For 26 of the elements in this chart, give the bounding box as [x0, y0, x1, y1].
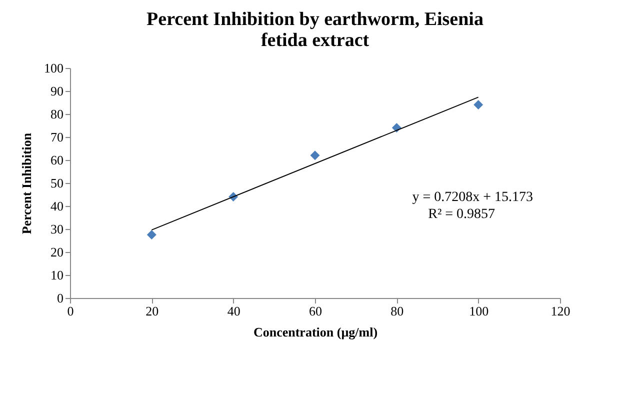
- chart-title: Percent Inhibition by earthworm, Eisenia fetida extract: [146, 9, 484, 51]
- y-tick-label: 90: [50, 84, 64, 98]
- y-tick-label: 10: [50, 268, 64, 282]
- x-tick-label: 80: [390, 304, 404, 318]
- y-tick-label: 50: [50, 176, 64, 190]
- y-tick-label: 0: [57, 290, 64, 306]
- y-tick-label: 80: [50, 106, 64, 122]
- y-axis-title: Percent Inhibition: [19, 132, 34, 234]
- point: [146, 230, 156, 240]
- y-tick-label: 20: [50, 244, 64, 260]
- y-tick-label: 40: [50, 198, 64, 214]
- x-tick-label: 120: [550, 304, 570, 318]
- x-tick-label: 100: [469, 304, 489, 318]
- annotation: y = 0.7208x + 15.173: [412, 190, 534, 205]
- y-tick-label: 60: [50, 152, 64, 168]
- y-tick-label: 100: [44, 60, 64, 76]
- x-tick-label: 40: [227, 304, 240, 318]
- annotation: R² = 0.9857: [428, 206, 496, 222]
- x-axis-title: Concentration (µg/ml): [253, 324, 378, 340]
- x-tick-label: 0: [67, 304, 74, 318]
- x-tick-label: 60: [309, 304, 322, 318]
- y-tick-label: 70: [50, 130, 64, 144]
- point: [310, 150, 320, 160]
- x-tick-label: 20: [146, 304, 159, 318]
- y-tick-label: 30: [50, 222, 64, 236]
- point: [474, 100, 484, 110]
